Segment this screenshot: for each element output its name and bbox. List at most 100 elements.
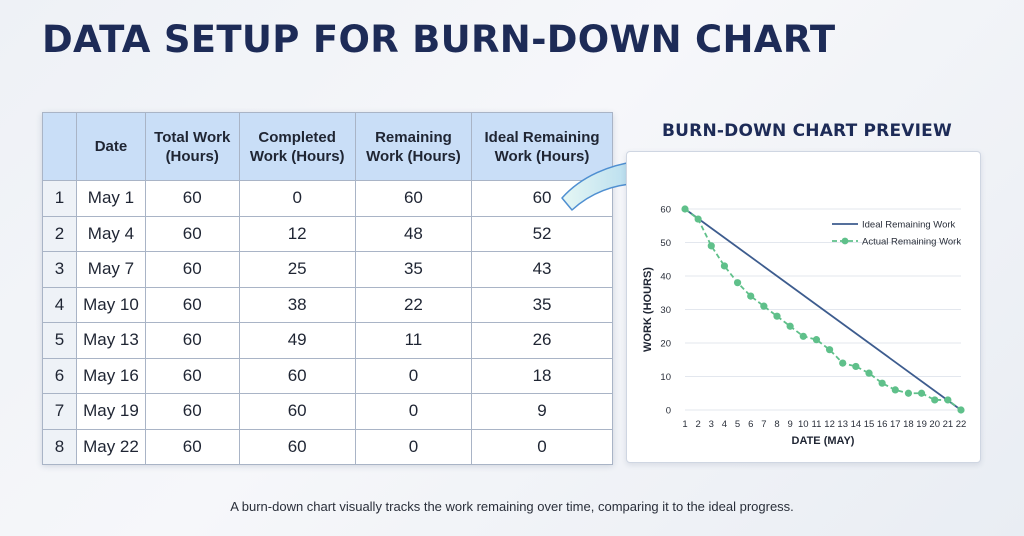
actual-series-line (684, 208, 962, 411)
x-tick-label: 18 (903, 419, 914, 430)
row-index: 5 (42, 322, 77, 359)
table-cell: 43 (471, 251, 613, 288)
y-tick-label: 40 (660, 272, 671, 283)
table-cell: 26 (471, 322, 613, 359)
table-cell: May 16 (76, 357, 146, 394)
table-cell: 18 (471, 357, 613, 394)
y-tick-label: 30 (660, 305, 671, 316)
x-tick-label: 9 (787, 419, 792, 430)
x-tick-label: 8 (774, 419, 779, 430)
table-cell: 0 (354, 357, 473, 394)
y-tick-label: 50 (660, 238, 671, 249)
actual-series-point (681, 205, 689, 213)
actual-series-point (760, 302, 768, 310)
actual-series-point (812, 336, 821, 344)
legend-actual-marker (841, 237, 849, 245)
y-tick-label: 10 (660, 372, 671, 383)
actual-series-point (720, 262, 729, 270)
x-tick-label: 19 (916, 419, 927, 430)
table-cell: 25 (238, 251, 356, 288)
row-index: 2 (42, 215, 77, 252)
actual-series-point (799, 332, 807, 340)
table-cell: 49 (238, 322, 356, 359)
table-cell: May 1 (76, 180, 146, 217)
actual-series-point (917, 389, 926, 397)
row-index: 6 (42, 357, 77, 394)
x-tick-label: 14 (851, 419, 862, 430)
table-cell: 48 (354, 215, 473, 252)
table-cell: 60 (144, 428, 240, 465)
chart-title: BURN-DOWN CHART PREVIEW (662, 121, 952, 141)
table-cell: 12 (238, 215, 356, 252)
actual-series-point (773, 312, 781, 320)
x-tick-label: 11 (811, 419, 821, 430)
row-index: 1 (42, 180, 77, 217)
row-index: 7 (42, 393, 77, 430)
x-tick-label: 7 (761, 419, 766, 430)
table-cell: 35 (471, 286, 613, 323)
table-cell: 60 (144, 286, 240, 323)
x-tick-label: 15 (864, 419, 875, 430)
legend-actual-label: Actual Remaining Work (862, 237, 961, 248)
y-tick-label: 0 (666, 406, 671, 417)
x-tick-label: 22 (956, 419, 967, 430)
table-cell: May 7 (76, 251, 146, 288)
table-cell: May 22 (76, 428, 146, 465)
table-row: 2 May 4 60 12 48 52 (42, 215, 613, 252)
x-axis-label: DATE (MAY) (792, 435, 855, 447)
actual-series-point (707, 242, 715, 250)
table-header-row: Date Total Work (Hours) Completed Work (Hour… (42, 112, 613, 181)
actual-series-point (747, 292, 755, 300)
table-cell: May 10 (76, 286, 146, 323)
table-cell: 0 (354, 393, 473, 430)
table-cell: 0 (471, 428, 613, 465)
x-tick-label: 6 (748, 419, 753, 430)
table-cell: 60 (144, 180, 240, 217)
x-tick-label: 2 (695, 419, 700, 430)
actual-series-point (878, 379, 886, 387)
x-tick-label: 5 (735, 419, 740, 430)
table-cell: 9 (471, 393, 613, 430)
legend-ideal-label: Ideal Remaining Work (862, 220, 956, 231)
column-header: Total Work (Hours) (144, 112, 240, 181)
table-cell: 0 (354, 428, 473, 465)
actual-series-point (904, 389, 913, 397)
x-tick-label: 21 (943, 419, 954, 430)
page-title: DATA SETUP FOR BURN-DOWN CHART (42, 18, 836, 61)
table-cell: 60 (144, 251, 240, 288)
actual-series-point (786, 322, 794, 330)
table-cell: 60 (144, 357, 240, 394)
data-table: Date Total Work (Hours) Completed Work (Hour… (42, 112, 613, 465)
table-cell: May 19 (76, 393, 146, 430)
x-tick-label: 1 (682, 419, 687, 430)
y-tick-label: 20 (660, 339, 671, 350)
table-cell: 60 (238, 357, 356, 394)
row-index: 3 (42, 251, 77, 288)
table-cell: 0 (238, 180, 356, 217)
ideal-series-line (684, 208, 962, 411)
header-index (42, 112, 77, 181)
x-tick-label: 16 (877, 419, 888, 430)
table-cell: May 4 (76, 215, 146, 252)
x-tick-label: 4 (722, 419, 727, 430)
table-row: 4 May 10 60 38 22 35 (42, 286, 613, 323)
actual-series-point (891, 386, 899, 394)
actual-series-point (931, 396, 939, 404)
caption: A burn-down chart visually tracks the wo… (230, 499, 794, 514)
x-tick-label: 12 (824, 419, 835, 430)
table-row: 5 May 13 60 49 11 26 (42, 322, 613, 359)
table-cell: 60 (354, 180, 473, 217)
table-cell: 60 (144, 215, 240, 252)
column-header: Date (76, 112, 146, 181)
actual-series-point (839, 359, 847, 367)
actual-series-point (865, 369, 873, 377)
table-row: 3 May 7 60 25 35 43 (42, 251, 613, 288)
data-table-container: Date Total Work (Hours) Completed Work (Hour… (42, 112, 613, 465)
table-cell: 60 (144, 393, 240, 430)
actual-series-point (694, 215, 702, 223)
table-cell: 38 (238, 286, 356, 323)
table-row: 8 May 22 60 60 0 0 (42, 428, 613, 465)
table-cell: 60 (238, 428, 356, 465)
actual-series-point (825, 346, 834, 354)
